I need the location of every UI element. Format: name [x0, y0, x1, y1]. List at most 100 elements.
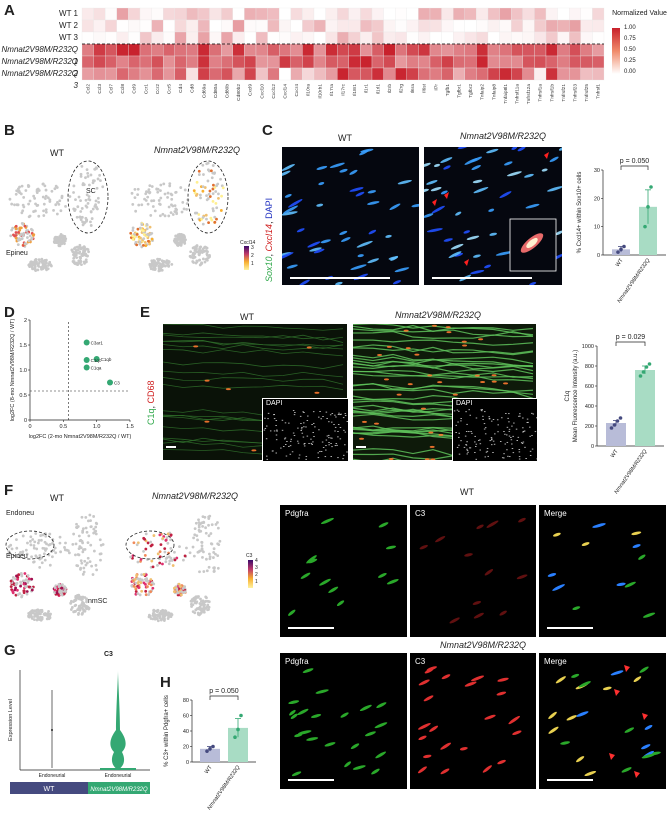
- heatmap-cell: [487, 43, 500, 57]
- heatmap-cell: [174, 67, 187, 81]
- heatmap-col-label: Tnfrsf1b: [549, 84, 555, 102]
- heatmap-cell: [186, 67, 199, 81]
- data-point: [638, 374, 643, 378]
- data-point: [646, 205, 650, 209]
- heatmap-cell: [522, 67, 535, 81]
- heatmap-cell: [267, 67, 280, 81]
- heatmap-cell: [511, 19, 523, 33]
- c-arrowhead: [464, 259, 469, 266]
- bar-x-tick: Nmnat2V98M/R232Q: [614, 448, 649, 495]
- heatmap-col-label: Cxcr4: [294, 84, 300, 97]
- heatmap-cell: [371, 67, 384, 81]
- umap-cluster: [72, 165, 105, 227]
- heatmap-cell: [360, 67, 373, 81]
- panel-label-a: A: [4, 2, 15, 19]
- data-point: [619, 247, 623, 252]
- bar-y-tick: 10: [594, 225, 600, 231]
- heatmap-cell: [545, 19, 558, 33]
- umap-b-wt-title: WT: [50, 148, 64, 158]
- heatmap-col-label: Il1r1: [364, 84, 370, 94]
- heatmap-cell: [197, 19, 210, 33]
- heatmap-cell: [348, 55, 361, 69]
- g-x-tick: Endoneurial: [39, 773, 66, 779]
- heatmap-cell: [499, 31, 512, 45]
- heatmap-cell: [499, 67, 512, 81]
- heatmap-cell: [302, 43, 315, 57]
- d-point: [83, 339, 90, 346]
- heatmap-cell: [313, 67, 326, 81]
- heatmap-cell: [174, 55, 187, 69]
- heatmap: Ccl2 Ccl3 Ccl7 Ccl8 Ccl9 Ccr1 Ccr2 Ccr5 Cd4 Cd8 Cd…: [81, 7, 605, 104]
- heatmap-cell: [406, 7, 419, 21]
- g-group-wt: [10, 782, 88, 794]
- heatmap-cell: [186, 31, 199, 45]
- heatmap-cell: [429, 55, 442, 69]
- heatmap-cell: [105, 43, 117, 57]
- umap-f-epineu-label: Epineu: [6, 553, 28, 560]
- umap-b-legend-tick: 3: [251, 245, 254, 251]
- heatmap-cell: [453, 31, 465, 45]
- c-wt-title: WT: [338, 133, 352, 143]
- umap-b-legend-title: Cxcl14: [240, 240, 256, 246]
- heatmap-cell: [545, 67, 558, 81]
- heatmap-cell: [406, 19, 419, 33]
- bar-y-tick: 600: [585, 384, 594, 390]
- umap-cluster: [27, 608, 52, 622]
- heatmap-cell: [418, 19, 431, 33]
- d-x-tick: 0: [28, 424, 31, 430]
- data-point: [615, 419, 620, 423]
- c-mut-title: Nmnat2V98M/R232Q: [460, 131, 547, 141]
- heatmap-cell: [255, 7, 268, 21]
- heatmap-cell: [174, 7, 187, 21]
- heatmap-cell: [487, 55, 500, 69]
- heatmap-cell: [139, 67, 152, 81]
- heatmap-cell: [244, 19, 257, 33]
- heatmap-cell: [128, 19, 141, 33]
- heatmap-cell: [569, 7, 581, 21]
- heatmap-cell: [522, 7, 535, 21]
- bar-y-tick: 40: [183, 729, 189, 735]
- heatmap-cell: [441, 67, 454, 81]
- umap-f-mut-title: Nmnat2V98M/R232Q: [152, 491, 239, 501]
- heatmap-cell: [418, 67, 431, 81]
- heatmap-cell: [186, 55, 199, 69]
- umap-b-legend-tick: 1: [251, 261, 254, 267]
- heatmap-cell: [302, 19, 315, 33]
- bar: [200, 748, 220, 762]
- bar-y-label: % Cxcl14+ within Sox10+ cells: [577, 172, 583, 254]
- d-point: [83, 364, 90, 371]
- d-point-label: C3: [114, 381, 120, 386]
- heatmap-cell: [453, 67, 465, 81]
- e-mut-dapi-inset: [452, 398, 538, 462]
- heatmap-col-label: Il2rb: [387, 84, 393, 94]
- heatmap-cell: [128, 7, 141, 21]
- heatmap-cell: [418, 31, 431, 45]
- heatmap-cell: [557, 43, 570, 57]
- heatmap-cell: [429, 31, 442, 45]
- heatmap-cell: [511, 43, 523, 57]
- umap-cluster: [9, 572, 35, 599]
- heatmap-cell: [499, 19, 512, 33]
- heatmap-cell: [267, 43, 280, 57]
- data-point: [208, 747, 212, 751]
- heatmap-cell: [313, 43, 326, 57]
- d-y-tick: 1.5: [19, 343, 27, 349]
- heatmap-cell: [499, 55, 512, 69]
- heatmap-cell: [244, 67, 257, 81]
- heatmap-cell: [395, 43, 407, 57]
- heatmap-cell: [290, 31, 303, 45]
- heatmap-cell: [128, 67, 141, 81]
- f-channel-label: Pdgfra: [285, 657, 309, 666]
- heatmap-cell: [151, 67, 164, 81]
- heatmap-cell: [313, 7, 326, 21]
- heatmap-cell: [464, 19, 477, 33]
- heatmap-cell: [197, 67, 210, 81]
- c-arrowhead: [544, 152, 549, 159]
- heatmap-cell: [371, 31, 384, 45]
- heatmap-cell: [534, 19, 547, 33]
- umap-cluster: [27, 257, 53, 272]
- heatmap-col-label: Ccl2: [85, 84, 91, 94]
- f-channel-label: Merge: [544, 509, 567, 518]
